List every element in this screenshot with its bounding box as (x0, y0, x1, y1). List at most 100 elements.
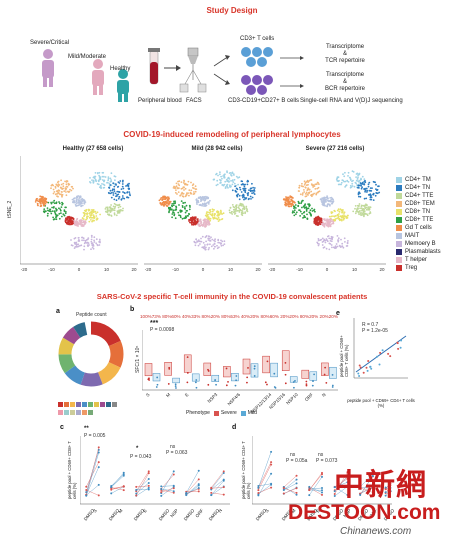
tsne-legend-item: T helper (396, 256, 464, 264)
tsne-point (92, 247, 95, 250)
tsne-panel-title-healthy: Healthy (27 658 cells) (62, 146, 124, 152)
tsne-point (106, 206, 109, 209)
tsne-point (58, 202, 61, 205)
panel-b-x-tick: S (144, 392, 151, 398)
tsne-point (202, 223, 205, 225)
paired-line (334, 471, 348, 495)
tsne-point (58, 207, 60, 210)
tsne-point (364, 189, 367, 192)
tsne-point (198, 204, 201, 206)
tsne-point (311, 195, 313, 198)
tsne-point (229, 207, 232, 209)
tsne-point (304, 203, 307, 205)
tsne-point (184, 206, 186, 208)
paired-point (122, 485, 125, 488)
paired-line (86, 484, 99, 496)
tsne-point (163, 198, 166, 200)
tsne-point (83, 223, 86, 226)
tsne-point (164, 196, 167, 199)
tsne-legend-label: CD4+ TM (405, 177, 431, 183)
mild-point (292, 381, 295, 383)
tsne-point (77, 243, 80, 246)
mild-point (293, 386, 295, 389)
tsne-point (201, 225, 204, 227)
tsne-point (191, 218, 194, 220)
tsne-point (223, 176, 226, 179)
paired-line (161, 485, 174, 487)
x-tick-label: NSP (169, 508, 179, 519)
tsne-point (57, 191, 60, 194)
paired-line (258, 483, 272, 487)
tsne-point (61, 203, 63, 206)
severe-point (305, 384, 308, 387)
tsne-point (96, 211, 99, 214)
tsne-point (190, 189, 193, 192)
tsne-point (78, 204, 80, 206)
mild-box (309, 371, 318, 381)
tsne-x-tick: -10 (172, 267, 179, 272)
tsne-point (103, 186, 106, 189)
mild-point (331, 384, 334, 387)
tsne-point (340, 216, 343, 219)
tsne-point (313, 192, 315, 195)
tsne-point (367, 207, 369, 209)
tsne-point (201, 197, 203, 200)
tsne-point (42, 198, 44, 200)
paired-point (147, 477, 150, 480)
paired-line (161, 488, 174, 493)
tsne-point (326, 218, 328, 221)
tsne-point (127, 185, 130, 188)
tsne-point (121, 195, 124, 197)
panel-c-annot-1: P = 0.005 (84, 433, 106, 439)
severe-box (281, 350, 290, 371)
tsne-point (181, 205, 184, 207)
tsne-point (344, 186, 346, 188)
tsne-legend: CD4+ TM CD4+ TN CD4+ TTE CD8+ TEM CD8+ TN CD8… (396, 176, 464, 272)
panel-d-paired-plot (252, 436, 392, 505)
tsne-point (177, 180, 179, 183)
tsne-point (165, 202, 168, 204)
tsne-point (310, 179, 313, 181)
tsne-legend-item: Treg (396, 264, 464, 272)
tsne-point (190, 181, 192, 184)
tsne-point (363, 188, 366, 191)
tsne-point (238, 204, 241, 207)
tsne-point (317, 239, 320, 242)
tsne-point (83, 245, 86, 248)
tsne-point (320, 200, 323, 202)
tsne-point (341, 242, 344, 245)
tsne-point (349, 179, 352, 181)
study-design-diagram (42, 47, 304, 102)
tsne-point (39, 199, 41, 202)
tsne-point (47, 212, 49, 215)
tsne-point (216, 210, 219, 213)
panel-b-ylabel: SFC/1 × 10⁵ (135, 345, 141, 373)
tsne-point (110, 214, 112, 217)
tsne-point (118, 204, 120, 207)
tsne-point (94, 179, 97, 182)
tsne-point (328, 248, 331, 251)
tsne-x-tick: 20 (255, 267, 261, 272)
tsne-point (197, 199, 199, 202)
tsne-point (315, 219, 318, 222)
tsne-point (215, 217, 218, 220)
tsne-point (336, 245, 339, 248)
severe-point (305, 383, 308, 385)
tsne-point (122, 179, 124, 182)
tsne-point (109, 184, 112, 186)
tsne-point (310, 193, 313, 196)
tsne-point (310, 183, 313, 186)
tsne-point (94, 210, 96, 213)
panel-a-caption: Peptide count (76, 312, 107, 318)
scatter-point (362, 371, 365, 374)
paired-line (258, 484, 272, 495)
tsne-point (108, 213, 111, 216)
tsne-point (178, 184, 181, 187)
tsne-x-tick: -20 (269, 267, 276, 272)
tsne-point (209, 243, 211, 246)
tsne-point (199, 196, 202, 198)
tsne-point (360, 204, 363, 207)
paired-point (371, 472, 374, 475)
mild-point (331, 386, 334, 388)
paired-point (270, 482, 273, 485)
